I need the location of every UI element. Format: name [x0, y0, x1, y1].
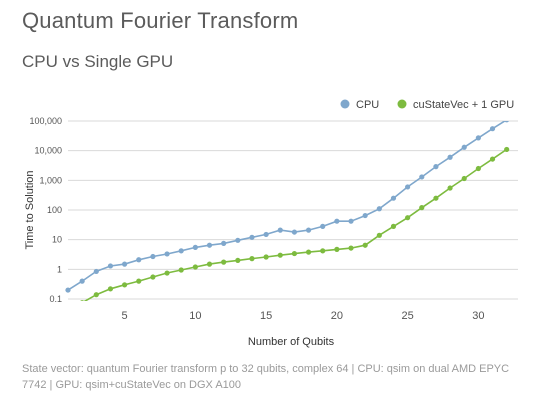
data-point: [235, 237, 241, 243]
legend-item-gpu: cuStateVec + 1 GPU: [413, 99, 514, 111]
data-point: [419, 174, 425, 180]
data-point: [348, 245, 354, 251]
y-tick-label: 10,000: [34, 146, 62, 156]
data-point: [390, 223, 397, 230]
y-tick-label: 1,000: [39, 175, 62, 185]
data-point: [93, 268, 99, 275]
legend-marker: [397, 99, 407, 109]
data-point: [263, 254, 269, 260]
data-point: [489, 156, 496, 162]
x-tick-label: 25: [401, 310, 413, 322]
data-point: [334, 246, 340, 252]
y-axis-label: Time to Solution: [24, 170, 36, 249]
data-point: [178, 267, 184, 273]
data-point: [475, 165, 481, 172]
data-point: [419, 205, 425, 211]
chart-subtitle: CPU vs Single GPU: [22, 52, 174, 71]
y-tick-label: 100: [47, 205, 62, 215]
data-point: [192, 244, 198, 250]
legend: CPU cuStateVec + 1 GPU: [340, 99, 514, 111]
data-point: [447, 185, 453, 191]
x-tick-label: 20: [331, 310, 343, 322]
data-point: [376, 206, 382, 212]
data-point: [249, 256, 255, 262]
data-point: [405, 184, 411, 190]
data-point: [291, 250, 298, 257]
data-point: [305, 227, 312, 233]
data-point: [405, 215, 411, 221]
data-point: [504, 146, 510, 153]
data-point: [107, 286, 114, 292]
data-point: [206, 261, 213, 267]
x-tick-label: 30: [472, 310, 484, 322]
data-point: [447, 154, 453, 160]
data-point: [461, 175, 467, 182]
data-point: [136, 278, 142, 284]
data-point: [475, 135, 481, 141]
data-point: [122, 261, 128, 267]
data-point: [376, 232, 382, 238]
data-point: [65, 287, 71, 293]
y-tick-label: 100,000: [29, 116, 62, 126]
data-point: [80, 300, 85, 301]
x-tick-label: 10: [189, 310, 201, 322]
data-point: [504, 121, 509, 123]
x-axis-ticks: 5 10 15 20 25 30: [122, 310, 485, 322]
y-tick-label: 1: [57, 264, 62, 274]
legend-marker: [340, 99, 350, 109]
data-point: [390, 195, 397, 201]
data-point: [362, 212, 368, 219]
data-point: [362, 242, 368, 248]
data-point: [291, 229, 298, 235]
y-tick-label: 0.1: [49, 294, 62, 304]
data-point: [150, 253, 156, 260]
chart-caption: State vector: quantum Fourier transform …: [22, 363, 510, 391]
data-point: [192, 264, 198, 270]
y-axis-ticks: 0.1 1 10 100 1,000 10,000 100,000: [29, 116, 62, 304]
chart-title: Quantum Fourier Transform: [22, 8, 299, 33]
data-point: [277, 227, 283, 233]
data-point: [461, 144, 467, 150]
grid-lines: [68, 120, 518, 300]
series-0: [65, 121, 509, 293]
data-point: [433, 164, 439, 170]
data-point: [122, 282, 128, 288]
data-point: [206, 242, 213, 248]
data-point: [489, 126, 496, 132]
data-point: [249, 234, 255, 240]
x-axis-label: Number of Qubits: [248, 336, 335, 348]
series-1: [80, 146, 510, 301]
data-point: [164, 251, 170, 257]
series-line: [83, 148, 508, 301]
data-point: [305, 249, 312, 255]
data-point: [320, 248, 326, 254]
data-point: [221, 259, 227, 265]
data-point: [235, 257, 241, 264]
y-tick-label: 10: [52, 235, 62, 245]
data-point: [433, 195, 439, 201]
series-layer: [65, 121, 510, 301]
data-point: [150, 274, 156, 280]
series-line: [67, 121, 507, 291]
data-point: [93, 292, 99, 298]
data-point: [320, 223, 326, 230]
data-point: [334, 218, 340, 224]
data-point: [136, 257, 142, 263]
data-point: [107, 263, 114, 269]
x-tick-label: 5: [122, 310, 128, 322]
data-point: [79, 278, 85, 284]
data-point: [277, 252, 283, 258]
data-point: [164, 270, 170, 276]
x-tick-label: 15: [260, 310, 272, 322]
data-point: [221, 240, 227, 246]
data-point: [178, 248, 184, 254]
data-point: [263, 231, 269, 238]
legend-item-cpu: CPU: [356, 99, 379, 111]
data-point: [348, 218, 354, 224]
